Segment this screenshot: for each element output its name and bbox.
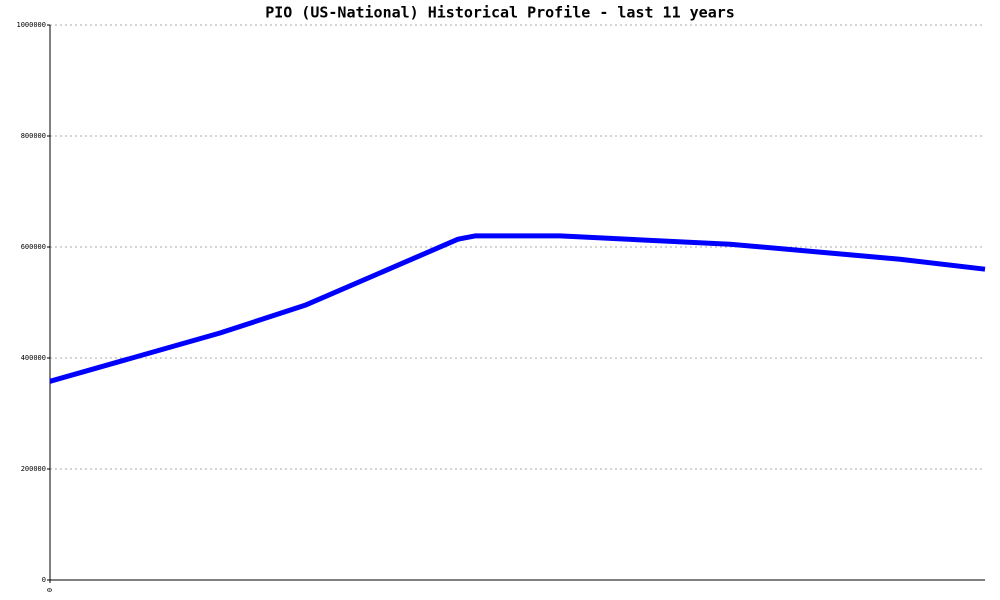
y-tick-label: 200000 [21,465,46,473]
y-tick-label: 1000000 [16,21,46,29]
y-tick-label: 0 [42,576,46,584]
data-line [49,233,986,384]
y-tick-label: 800000 [21,132,46,140]
y-tick-label: 600000 [21,243,46,251]
chart-title: PIO (US-National) Historical Profile - l… [265,4,735,22]
x-tick-label: 0 [46,588,54,592]
y-tick-label: 400000 [21,354,46,362]
